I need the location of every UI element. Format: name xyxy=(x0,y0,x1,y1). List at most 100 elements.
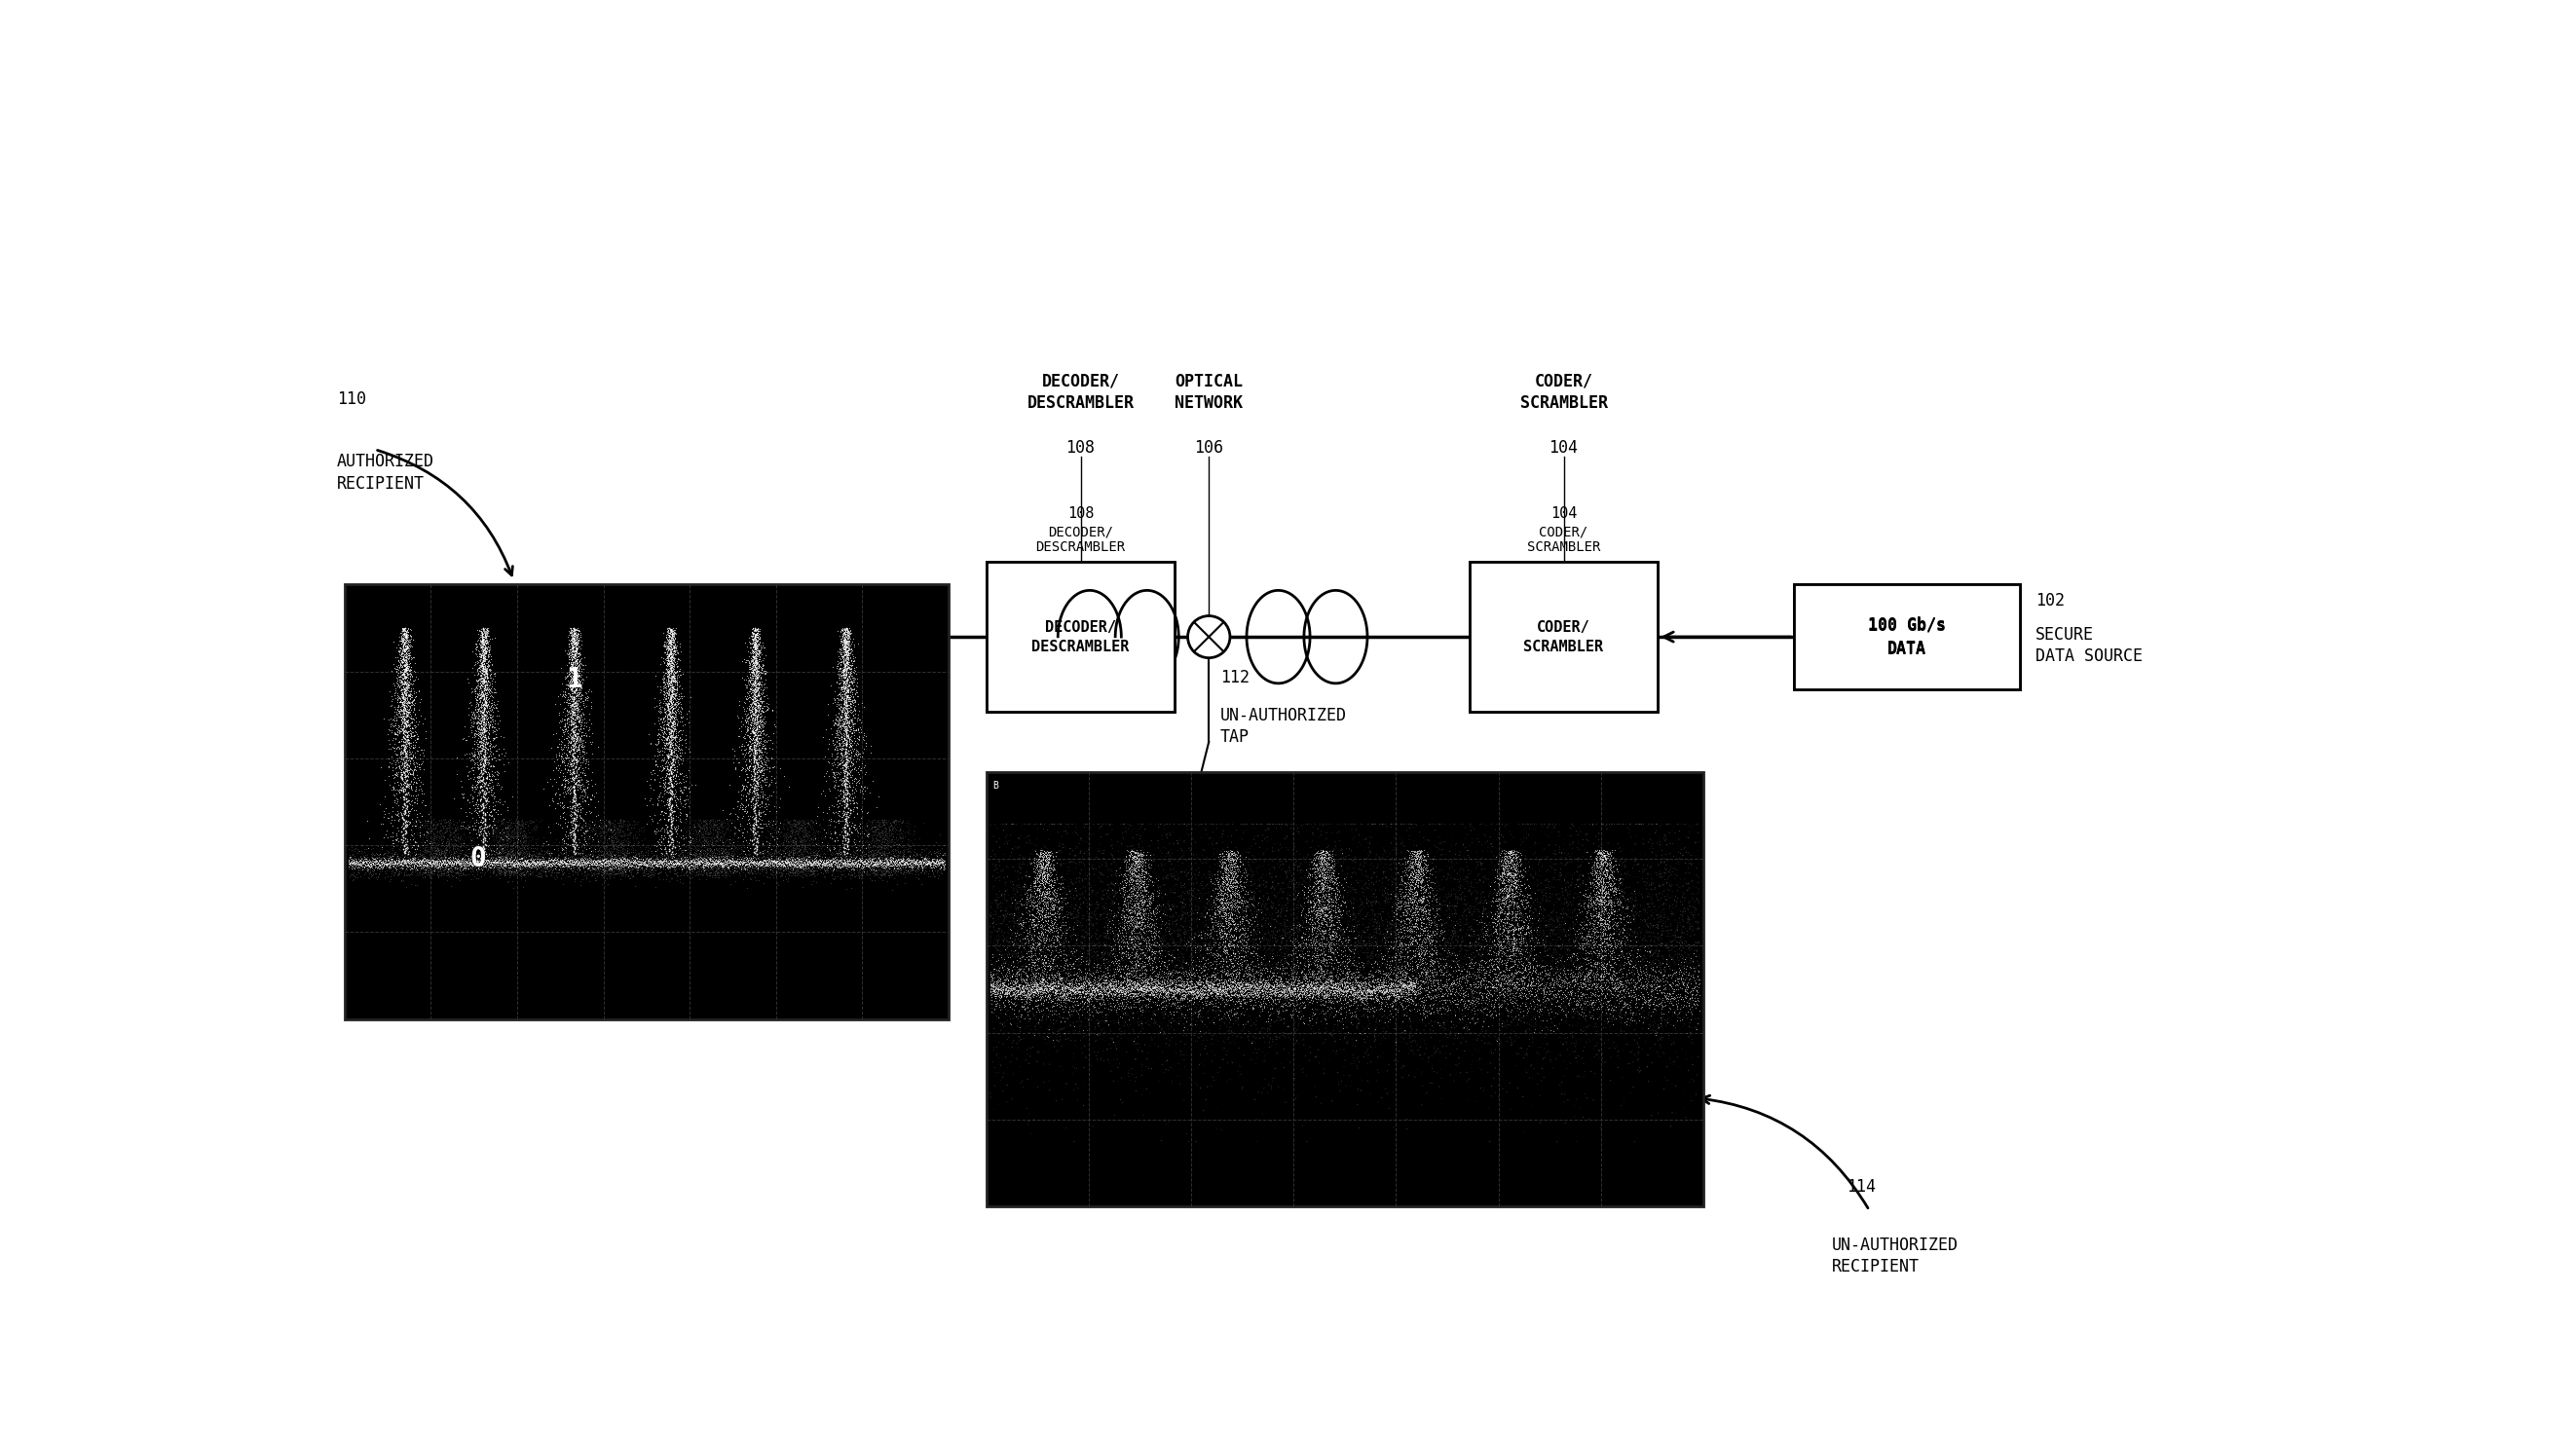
Point xyxy=(1502,932,1543,955)
Point xyxy=(1257,1002,1298,1025)
Point xyxy=(649,674,690,697)
Point xyxy=(1649,943,1690,966)
Point xyxy=(1607,1007,1649,1030)
Point xyxy=(1489,864,1530,887)
Point xyxy=(1069,991,1110,1014)
Point xyxy=(1468,829,1510,852)
Point xyxy=(430,829,471,852)
Point xyxy=(1247,959,1288,982)
Point xyxy=(392,721,433,744)
Point xyxy=(1396,899,1437,922)
Point xyxy=(1051,975,1092,998)
Point xyxy=(840,806,881,829)
Point xyxy=(464,631,505,654)
Point xyxy=(461,756,502,779)
Point xyxy=(1597,877,1638,900)
Point xyxy=(742,691,783,714)
Point xyxy=(1051,907,1092,930)
Point xyxy=(850,854,891,877)
Point xyxy=(629,854,670,877)
Point xyxy=(551,744,592,768)
Point xyxy=(1200,913,1242,936)
Point xyxy=(1406,960,1448,984)
Point xyxy=(649,851,690,874)
Point xyxy=(866,847,907,870)
Point xyxy=(1394,860,1435,883)
Point xyxy=(1025,917,1066,940)
Point xyxy=(1046,975,1087,998)
Point xyxy=(1172,985,1213,1008)
Point xyxy=(1324,975,1365,998)
Point xyxy=(788,851,829,874)
Point xyxy=(1391,1004,1432,1027)
Point xyxy=(814,838,855,861)
Point xyxy=(1589,988,1631,1011)
Point xyxy=(1494,876,1535,899)
Point xyxy=(1517,955,1558,978)
Point xyxy=(1203,1005,1244,1028)
Point xyxy=(1589,900,1631,923)
Point xyxy=(1257,890,1298,913)
Point xyxy=(1036,942,1077,965)
Point xyxy=(1334,904,1376,927)
Point xyxy=(1275,942,1316,965)
Point xyxy=(1177,907,1218,930)
Point xyxy=(1108,884,1149,907)
Point xyxy=(461,749,502,772)
Point xyxy=(796,841,837,864)
Point xyxy=(1466,969,1507,992)
Point xyxy=(554,657,595,680)
Point xyxy=(1074,979,1115,1002)
Point xyxy=(1216,917,1257,940)
Point xyxy=(1582,930,1623,953)
Point xyxy=(1231,969,1273,992)
Point xyxy=(461,829,502,852)
Point xyxy=(840,852,881,876)
Point xyxy=(1437,992,1479,1015)
Point xyxy=(1193,933,1234,956)
Point xyxy=(1440,857,1481,880)
Point xyxy=(1347,994,1388,1017)
Point xyxy=(1633,943,1674,966)
Point xyxy=(1404,916,1445,939)
Point xyxy=(492,851,533,874)
Point xyxy=(1291,948,1332,971)
Point xyxy=(1190,950,1231,973)
Point xyxy=(466,706,507,729)
Point xyxy=(1391,929,1432,952)
Point xyxy=(1365,998,1406,1021)
Point xyxy=(1455,988,1497,1011)
Point xyxy=(598,844,639,867)
Point xyxy=(559,799,600,822)
Point xyxy=(1301,975,1342,998)
Point xyxy=(1680,932,1721,955)
Point xyxy=(384,622,425,645)
Point xyxy=(1499,984,1540,1007)
Point xyxy=(886,847,927,870)
Point xyxy=(389,667,430,690)
Point xyxy=(1028,850,1069,873)
Point xyxy=(345,848,386,871)
Point xyxy=(1499,932,1540,955)
Point xyxy=(1669,815,1710,838)
Point xyxy=(734,789,775,812)
Point xyxy=(466,677,507,700)
Point xyxy=(1296,963,1337,986)
Point xyxy=(564,828,605,851)
Point xyxy=(1561,924,1602,948)
Point xyxy=(1048,978,1090,1001)
Point xyxy=(1193,976,1234,999)
Point xyxy=(781,835,822,858)
Point xyxy=(1226,936,1267,959)
Point xyxy=(1558,986,1600,1009)
Point xyxy=(1229,942,1270,965)
Point xyxy=(1097,958,1139,981)
Point xyxy=(541,724,582,747)
Point xyxy=(1587,926,1628,949)
Point xyxy=(1443,874,1484,897)
Point xyxy=(1239,981,1280,1004)
Point xyxy=(1260,960,1301,984)
Point xyxy=(559,753,600,776)
Point xyxy=(1095,984,1136,1007)
Point xyxy=(1558,864,1600,887)
